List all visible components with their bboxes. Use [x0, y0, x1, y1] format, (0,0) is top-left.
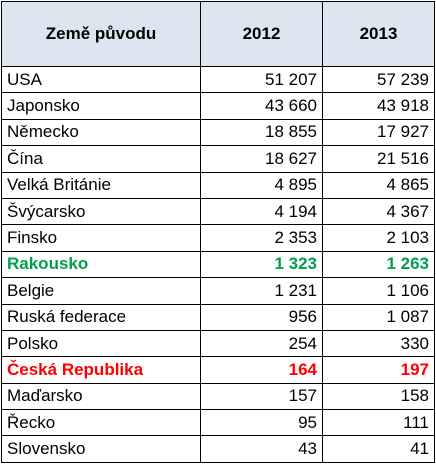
table-row: Ruská federace 956 1 087	[1, 303, 435, 331]
country-cell: Velká Británie	[1, 171, 201, 199]
table-row: Řecko 95 111	[1, 409, 435, 437]
table-row: Česká Republika 164 197	[1, 356, 435, 384]
value-cell: 95	[200, 409, 323, 437]
value-cell: 1 087	[322, 303, 435, 331]
value-cell: 157	[200, 382, 323, 411]
header-cell: 2013	[322, 1, 435, 67]
value-cell: 158	[322, 382, 435, 411]
value-cell: 41	[322, 435, 435, 463]
country-cell: Finsko	[1, 224, 201, 252]
value-cell: 956	[200, 303, 323, 331]
table-row: Německo 18 855 17 927	[1, 118, 435, 147]
header-row: Země původu 2012 2013	[1, 1, 435, 67]
value-cell: 18 855	[200, 118, 323, 147]
value-cell: 21 516	[322, 145, 435, 173]
value-cell: 57 239	[322, 65, 435, 94]
value-cell: 197	[322, 356, 435, 384]
value-cell: 43 660	[200, 92, 323, 120]
country-cell: Maďarsko	[1, 382, 201, 411]
country-cell: Belgie	[1, 277, 201, 305]
country-cell: Česká Republika	[1, 356, 201, 384]
country-cell: Čína	[1, 145, 201, 173]
value-cell: 4 367	[322, 197, 435, 226]
country-cell: Japonsko	[1, 92, 201, 120]
country-cell: Řecko	[1, 409, 201, 437]
value-cell: 164	[200, 356, 323, 384]
header-cell: 2012	[200, 1, 323, 67]
value-cell: 1 106	[322, 277, 435, 305]
value-cell: 43 918	[322, 92, 435, 120]
header-cell: Země původu	[1, 1, 201, 67]
country-cell: Slovensko	[1, 435, 201, 463]
value-cell: 4 194	[200, 197, 323, 226]
country-cell: Polsko	[1, 329, 201, 358]
table-row: Finsko 2 353 2 103	[1, 224, 435, 252]
value-cell: 2 353	[200, 224, 323, 252]
country-cell: USA	[1, 65, 201, 94]
table-row: Velká Británie 4 895 4 865	[1, 171, 435, 199]
table-row: Japonsko 43 660 43 918	[1, 92, 435, 120]
value-cell: 330	[322, 329, 435, 358]
country-cell: Německo	[1, 118, 201, 147]
value-cell: 17 927	[322, 118, 435, 147]
table-row: Polsko 254 330	[1, 329, 435, 358]
value-cell: 254	[200, 329, 323, 358]
value-cell: 51 207	[200, 65, 323, 94]
table-row: USA 51 207 57 239	[1, 65, 435, 94]
value-cell: 4 895	[200, 171, 323, 199]
value-cell: 111	[322, 409, 435, 437]
value-cell: 2 103	[322, 224, 435, 252]
value-cell: 1 231	[200, 277, 323, 305]
table-row: Maďarsko 157 158	[1, 382, 435, 411]
table-row: Švýcarsko 4 194 4 367	[1, 197, 435, 226]
value-cell: 1 263	[322, 250, 435, 279]
value-cell: 43	[200, 435, 323, 463]
value-cell: 4 865	[322, 171, 435, 199]
table-row: Slovensko 43 41	[1, 435, 435, 463]
table-row: Čína 18 627 21 516	[1, 145, 435, 173]
table-row: Rakousko 1 323 1 263	[1, 250, 435, 279]
value-cell: 1 323	[200, 250, 323, 279]
value-cell: 18 627	[200, 145, 323, 173]
table-body: USA 51 207 57 239 Japonsko 43 660 43 918 Němec…	[1, 65, 435, 463]
country-cell: Ruská federace	[1, 303, 201, 331]
country-cell: Rakousko	[1, 250, 201, 279]
table-row: Belgie 1 231 1 106	[1, 277, 435, 305]
country-cell: Švýcarsko	[1, 197, 201, 226]
